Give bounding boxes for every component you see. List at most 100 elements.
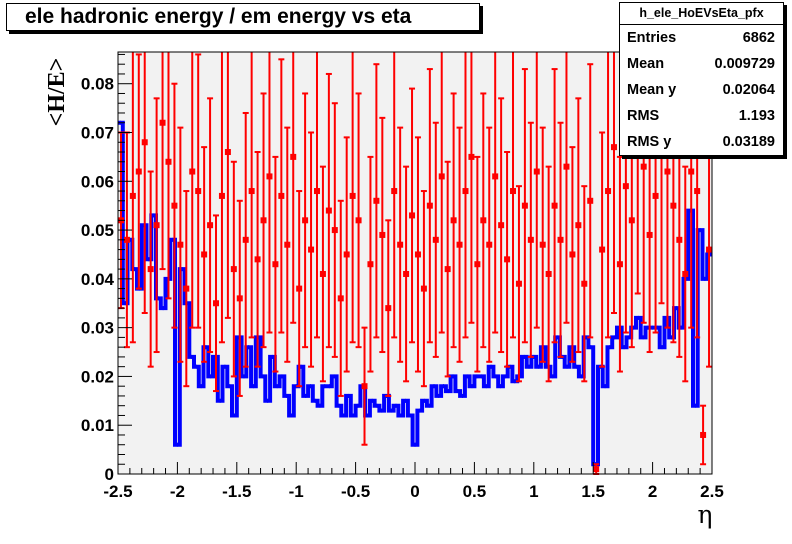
red-point bbox=[652, 192, 659, 199]
red-point bbox=[438, 173, 445, 180]
red-point bbox=[527, 236, 534, 243]
stats-row: Mean 0.009729 bbox=[620, 51, 783, 77]
red-point bbox=[242, 236, 249, 243]
x-axis-label: η bbox=[698, 500, 713, 529]
y-axis-label: <H/E> bbox=[44, 58, 70, 127]
red-point bbox=[159, 119, 166, 126]
red-point bbox=[290, 153, 297, 160]
red-point bbox=[622, 183, 629, 190]
y-tick-label: 0.07 bbox=[81, 123, 114, 142]
x-tick-label: -0.5 bbox=[341, 482, 370, 501]
red-point bbox=[682, 270, 689, 277]
red-point bbox=[450, 217, 457, 224]
red-point bbox=[313, 188, 320, 195]
red-point bbox=[331, 227, 338, 234]
red-point bbox=[462, 188, 469, 195]
red-point bbox=[563, 163, 570, 170]
red-point bbox=[521, 202, 528, 209]
stats-key: Entries bbox=[627, 30, 677, 46]
red-point bbox=[183, 285, 190, 292]
red-point bbox=[361, 383, 368, 390]
red-point bbox=[646, 231, 653, 238]
red-point bbox=[551, 202, 558, 209]
red-point bbox=[230, 266, 237, 273]
stats-key: Mean y bbox=[627, 82, 677, 98]
red-point bbox=[593, 466, 600, 473]
red-point bbox=[664, 168, 671, 175]
x-tick-label: 2.5 bbox=[700, 482, 724, 501]
x-tick-label: 1.5 bbox=[581, 482, 605, 501]
red-point bbox=[426, 202, 433, 209]
red-point bbox=[557, 236, 564, 243]
red-point bbox=[349, 192, 356, 199]
red-point bbox=[539, 241, 546, 248]
red-point bbox=[272, 261, 279, 268]
y-tick-label: 0.02 bbox=[81, 367, 114, 386]
red-point bbox=[337, 295, 344, 302]
red-point bbox=[201, 251, 208, 258]
y-tick-label: 0 bbox=[105, 465, 114, 484]
y-tick-label: 0.08 bbox=[81, 75, 114, 94]
red-point bbox=[492, 173, 499, 180]
red-point bbox=[165, 158, 172, 165]
red-point bbox=[700, 431, 707, 438]
stats-key: RMS y bbox=[627, 134, 672, 150]
red-point bbox=[367, 261, 374, 268]
red-point bbox=[385, 305, 392, 312]
red-point bbox=[605, 188, 612, 195]
red-point bbox=[129, 192, 136, 199]
stats-value: 0.03189 bbox=[722, 134, 775, 150]
stats-key: RMS bbox=[627, 108, 660, 124]
red-point bbox=[510, 188, 517, 195]
red-point bbox=[575, 222, 582, 229]
stats-row: Mean y 0.02064 bbox=[620, 77, 783, 103]
red-point bbox=[308, 246, 315, 253]
red-point bbox=[420, 285, 427, 292]
red-point bbox=[224, 149, 231, 156]
red-point bbox=[391, 188, 398, 195]
stats-key: Mean bbox=[627, 56, 665, 72]
axes: -2.5 -2 -1.5 -1 -0.5 0 0.5 1 1.5 2 2.5 0 0.01 0.02 0.0… bbox=[81, 53, 724, 501]
red-point bbox=[236, 295, 243, 302]
x-tick-label: -1 bbox=[289, 482, 304, 501]
red-point bbox=[171, 202, 178, 209]
red-point bbox=[325, 207, 332, 214]
red-point bbox=[207, 222, 214, 229]
red-point bbox=[628, 217, 635, 224]
y-tick-label: 0.05 bbox=[81, 221, 114, 240]
red-point bbox=[414, 251, 421, 258]
red-point bbox=[504, 256, 511, 263]
red-point bbox=[319, 270, 326, 277]
x-tick-label: 0.5 bbox=[463, 482, 487, 501]
red-point bbox=[254, 256, 261, 263]
red-point bbox=[296, 285, 303, 292]
stats-value: 1.193 bbox=[738, 108, 775, 124]
red-point bbox=[515, 280, 522, 287]
red-point bbox=[278, 192, 285, 199]
red-point bbox=[343, 251, 350, 258]
red-point bbox=[486, 241, 493, 248]
stats-row: Entries 6862 bbox=[620, 25, 783, 51]
x-tick-label: -2 bbox=[170, 482, 185, 501]
red-point bbox=[379, 231, 386, 238]
red-point bbox=[676, 236, 683, 243]
red-point bbox=[213, 300, 220, 307]
red-point bbox=[147, 266, 154, 273]
red-point bbox=[498, 222, 505, 229]
x-tick-label: 1 bbox=[529, 482, 538, 501]
stats-value: 6862 bbox=[742, 30, 775, 46]
red-point bbox=[670, 202, 677, 209]
red-point bbox=[468, 153, 475, 160]
red-point bbox=[248, 188, 255, 195]
y-tick-label: 0.06 bbox=[81, 172, 114, 191]
red-point bbox=[480, 217, 487, 224]
x-tick-label: -1.5 bbox=[222, 482, 251, 501]
stats-value: 0.009729 bbox=[714, 56, 775, 72]
red-point bbox=[640, 163, 647, 170]
red-point bbox=[533, 168, 540, 175]
red-point bbox=[581, 280, 588, 287]
red-point bbox=[403, 270, 410, 277]
red-point bbox=[123, 236, 130, 243]
red-point bbox=[135, 168, 142, 175]
